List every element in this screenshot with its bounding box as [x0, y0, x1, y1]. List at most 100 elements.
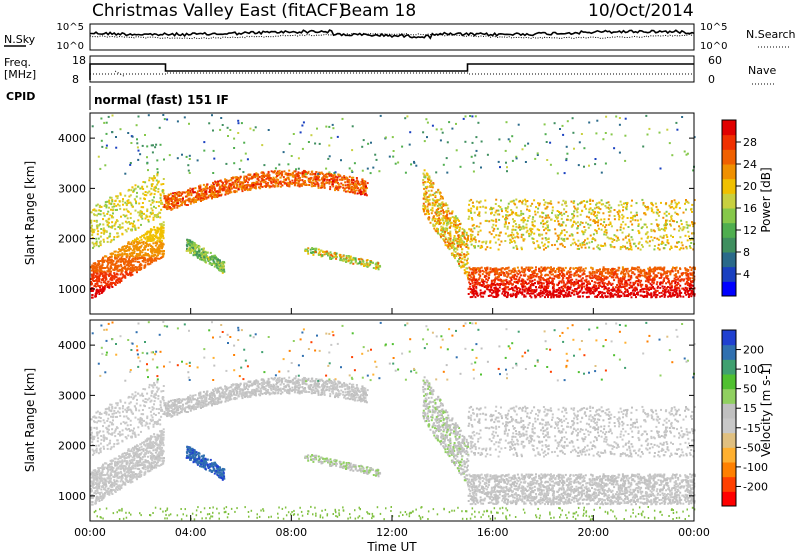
power-point	[189, 190, 192, 193]
power-point	[211, 189, 213, 192]
power-point	[128, 258, 130, 261]
power-point	[154, 244, 157, 247]
power-point	[314, 249, 317, 252]
power-point	[471, 288, 474, 291]
power-point	[283, 178, 286, 181]
power-point	[425, 187, 428, 190]
power-point	[579, 269, 582, 272]
power-point	[98, 209, 101, 212]
power-point	[436, 220, 439, 223]
power-point	[646, 276, 649, 279]
power-point	[508, 269, 511, 272]
power-point	[586, 286, 588, 289]
power-point	[573, 280, 576, 283]
power-point	[549, 271, 552, 274]
power-point	[138, 249, 141, 252]
power-point	[599, 292, 601, 294]
power-point	[657, 267, 660, 269]
power-point	[128, 256, 131, 258]
power-point	[332, 174, 335, 177]
power-point	[128, 257, 131, 260]
power-point	[636, 266, 639, 269]
power-point	[361, 179, 364, 182]
power-point	[455, 238, 458, 241]
power-point	[504, 287, 507, 289]
power-point	[470, 271, 473, 274]
power-point	[658, 277, 661, 279]
power-point	[442, 203, 445, 206]
power-point	[147, 253, 149, 255]
power-point	[116, 282, 119, 284]
power-point	[540, 285, 543, 288]
power-point	[551, 282, 554, 285]
power-point	[160, 236, 163, 239]
power-point	[689, 272, 692, 275]
power-point	[96, 266, 99, 269]
power-point	[649, 286, 652, 289]
power-point	[492, 295, 495, 298]
power-point	[430, 212, 433, 215]
power-point	[581, 285, 584, 288]
power-point	[153, 196, 155, 199]
power-point	[504, 279, 506, 282]
power-point	[307, 252, 310, 255]
power-point	[448, 232, 451, 235]
power-point	[689, 283, 692, 286]
power-point	[255, 180, 258, 183]
power-point	[639, 270, 642, 273]
power-point	[345, 255, 348, 257]
power-point	[124, 201, 127, 204]
power-point	[431, 204, 434, 207]
power-point	[194, 251, 197, 254]
power-point	[156, 246, 159, 249]
power-point	[99, 244, 102, 247]
power-point	[210, 258, 213, 261]
power-point	[237, 188, 240, 191]
power-point	[616, 269, 619, 272]
power-point	[369, 263, 372, 266]
power-point	[94, 274, 97, 277]
power-point	[90, 280, 93, 283]
power-point	[153, 257, 156, 260]
power-point	[492, 282, 495, 285]
power-point	[109, 252, 112, 255]
power-point	[481, 269, 484, 272]
power-point	[422, 197, 425, 200]
power-point	[103, 229, 106, 232]
power-point	[430, 189, 433, 192]
power-point	[173, 195, 176, 198]
power-point	[254, 185, 257, 188]
power-point	[196, 246, 199, 249]
power-point	[451, 242, 454, 244]
power-point	[298, 180, 300, 183]
power-point	[620, 286, 623, 289]
power-point	[102, 277, 105, 280]
power-point	[174, 193, 176, 196]
power-point	[255, 172, 258, 175]
power-point	[649, 282, 652, 285]
power-point	[554, 294, 557, 297]
power-point	[96, 233, 99, 236]
power-point	[153, 175, 156, 177]
power-point	[103, 214, 106, 217]
power-point	[334, 187, 337, 190]
power-point	[516, 266, 519, 269]
power-point	[549, 291, 552, 294]
power-point	[217, 261, 220, 264]
power-point	[95, 264, 98, 267]
power-point	[189, 248, 191, 251]
power-point	[188, 199, 191, 202]
power-point	[507, 286, 510, 289]
power-point	[120, 277, 123, 280]
power-point	[120, 256, 123, 259]
power-point	[276, 170, 279, 173]
power-point	[157, 181, 160, 184]
power-point	[351, 258, 354, 261]
power-point	[92, 262, 95, 265]
power-point	[214, 180, 217, 183]
power-point	[98, 263, 101, 266]
power-point	[123, 262, 125, 265]
power-point	[294, 175, 297, 178]
power-point	[486, 284, 489, 287]
power-point	[354, 257, 357, 260]
